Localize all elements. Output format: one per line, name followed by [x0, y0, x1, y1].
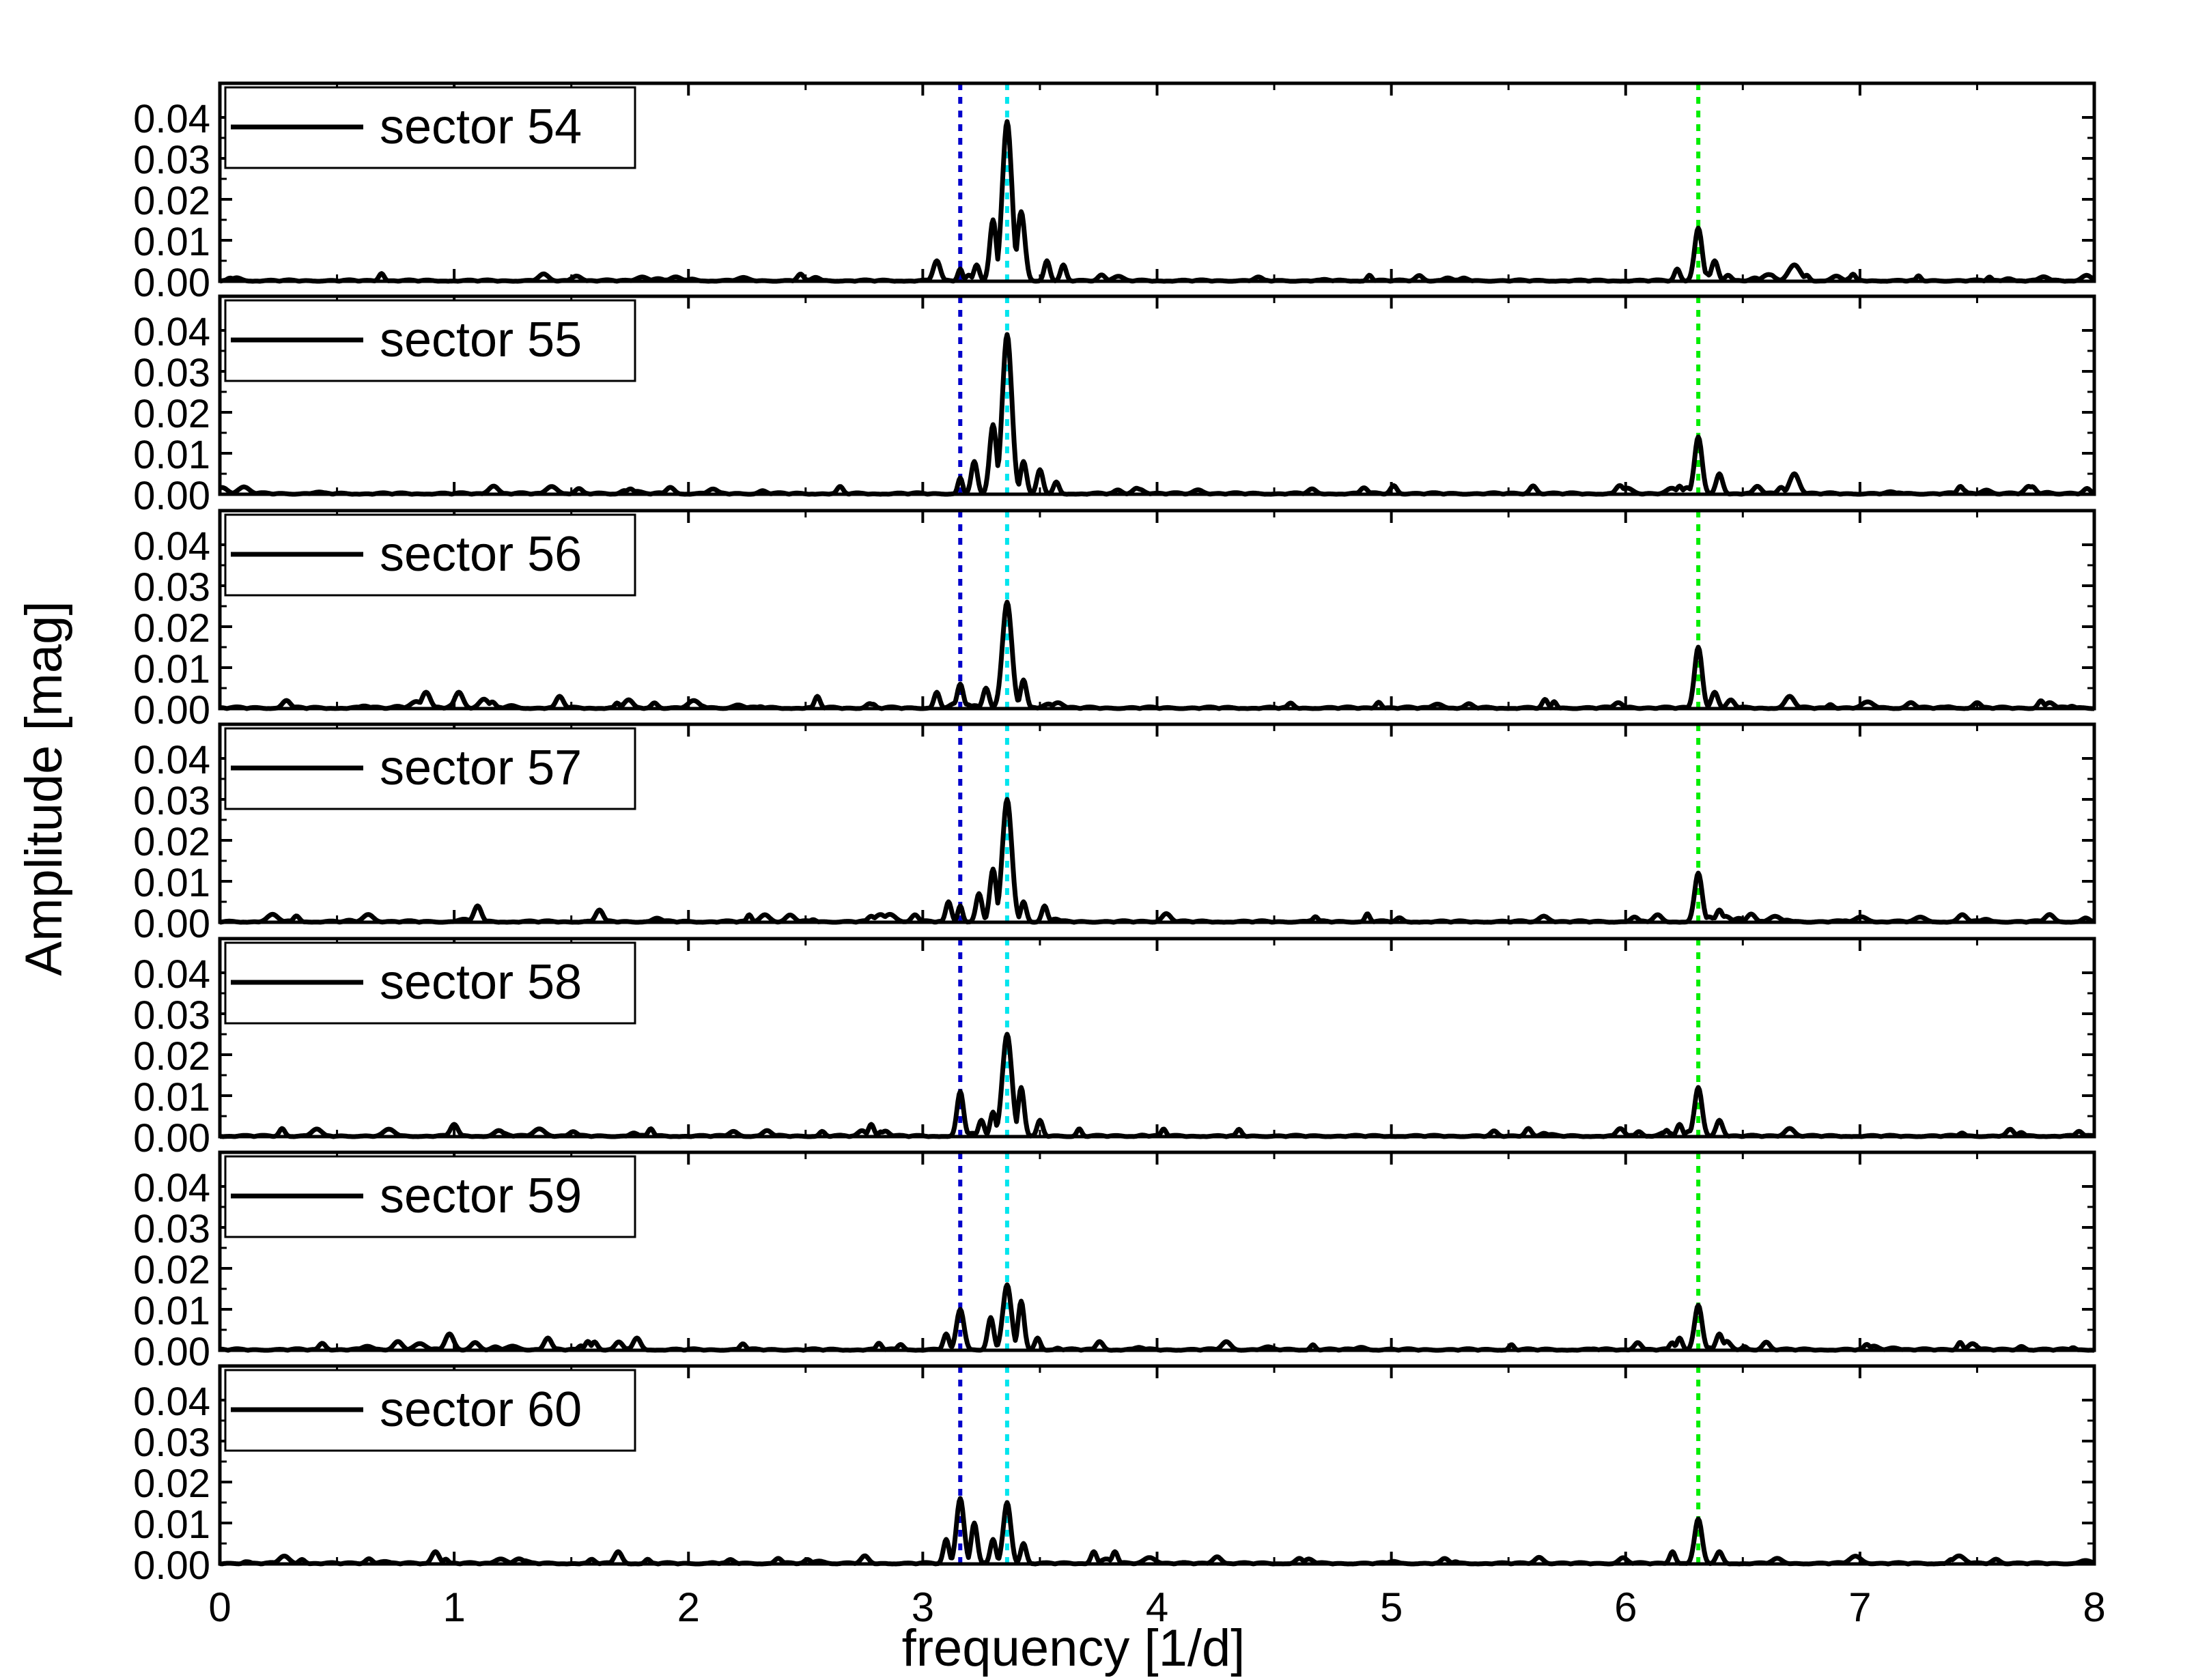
y-tick-label: 0.02: [133, 392, 210, 436]
legend: sector 55: [224, 299, 636, 382]
y-tick-label: 0.03: [133, 565, 210, 610]
spectrum-line: [219, 1031, 2096, 1139]
x-axis-label: frequency [1/d]: [902, 1619, 1245, 1677]
y-tick-label: 0.01: [133, 647, 210, 692]
y-tick-label: 0.02: [133, 820, 210, 864]
panel-sector-54: 0.000.010.020.030.04 sector 54: [133, 81, 2096, 305]
y-tick-label: 0.00: [133, 261, 210, 305]
panel-sector-57: 0.000.010.020.030.04 sector 57: [133, 722, 2096, 946]
x-tick-label: 8: [2083, 1584, 2105, 1630]
legend: sector 57: [224, 727, 636, 810]
panel-sector-58: 0.000.010.020.030.04 sector 58: [133, 937, 2096, 1161]
y-tick-label: 0.03: [133, 993, 210, 1038]
y-tick-label: 0.00: [133, 1543, 210, 1588]
legend-label: sector 59: [380, 1169, 582, 1223]
x-tick-label: 7: [1848, 1584, 1871, 1630]
x-tick-label: 5: [1380, 1584, 1403, 1630]
legend-label: sector 60: [380, 1382, 582, 1437]
y-tick-label: 0.03: [133, 351, 210, 395]
spectrum-line: [219, 797, 2096, 925]
y-tick-label: 0.04: [133, 952, 210, 997]
x-tick-label: 6: [1614, 1584, 1637, 1630]
y-tick-label: 0.03: [133, 1421, 210, 1465]
y-tick-label: 0.04: [133, 1380, 210, 1424]
y-tick-label: 0.02: [133, 1248, 210, 1292]
y-tick-label: 0.00: [133, 474, 210, 518]
y-axis-label: Amplitude [mag]: [15, 601, 73, 976]
x-tick-label: 0: [208, 1584, 231, 1630]
panel-sector-60: 0.000.010.020.030.04 sector 60: [133, 1364, 2096, 1588]
legend-label: sector 56: [380, 527, 582, 582]
legend-label: sector 58: [380, 955, 582, 1010]
panel-sector-59: 0.000.010.020.030.04 sector 59: [133, 1150, 2096, 1374]
y-tick-label: 0.00: [133, 902, 210, 946]
y-tick-label: 0.01: [133, 861, 210, 905]
y-tick-label: 0.02: [133, 1462, 210, 1506]
sector-panels: 0.000.010.020.030.04 sector 540.000.010.0…: [133, 81, 2096, 1588]
y-tick-label: 0.03: [133, 1207, 210, 1251]
x-tick-label: 3: [912, 1584, 934, 1630]
legend-label: sector 54: [380, 100, 582, 154]
y-tick-label: 0.00: [133, 1330, 210, 1374]
y-tick-label: 0.01: [133, 1289, 210, 1333]
legend: sector 54: [224, 86, 636, 169]
y-tick-label: 0.04: [133, 1166, 210, 1210]
y-tick-label: 0.02: [133, 1034, 210, 1079]
y-tick-label: 0.01: [133, 1075, 210, 1120]
x-axis: 0 1 2 3 4 5 6 7 8: [208, 1584, 2105, 1630]
y-tick-label: 0.04: [133, 738, 210, 782]
y-tick-label: 0.04: [133, 97, 210, 141]
panel-sector-56: 0.000.010.020.030.04 sector 56: [133, 509, 2096, 732]
legend-label: sector 57: [380, 741, 582, 795]
y-tick-label: 0.04: [133, 310, 210, 354]
y-tick-label: 0.01: [133, 1503, 210, 1547]
x-tick-label: 4: [1146, 1584, 1168, 1630]
legend: sector 60: [224, 1369, 636, 1452]
legend: sector 58: [224, 941, 636, 1025]
x-tick-label: 2: [677, 1584, 700, 1630]
y-tick-label: 0.00: [133, 688, 210, 732]
y-tick-label: 0.01: [133, 220, 210, 264]
legend: sector 59: [224, 1155, 636, 1238]
legend: sector 56: [224, 513, 636, 597]
y-tick-label: 0.00: [133, 1116, 210, 1161]
legend-label: sector 55: [380, 313, 582, 367]
y-tick-label: 0.03: [133, 138, 210, 182]
spectrum-line: [219, 599, 2096, 711]
y-tick-label: 0.01: [133, 433, 210, 477]
y-tick-label: 0.02: [133, 606, 210, 651]
panel-sector-55: 0.000.010.020.030.04 sector 55: [133, 294, 2096, 518]
y-tick-label: 0.02: [133, 179, 210, 223]
y-tick-label: 0.03: [133, 779, 210, 823]
y-tick-label: 0.04: [133, 524, 210, 569]
x-tick-label: 1: [442, 1584, 465, 1630]
